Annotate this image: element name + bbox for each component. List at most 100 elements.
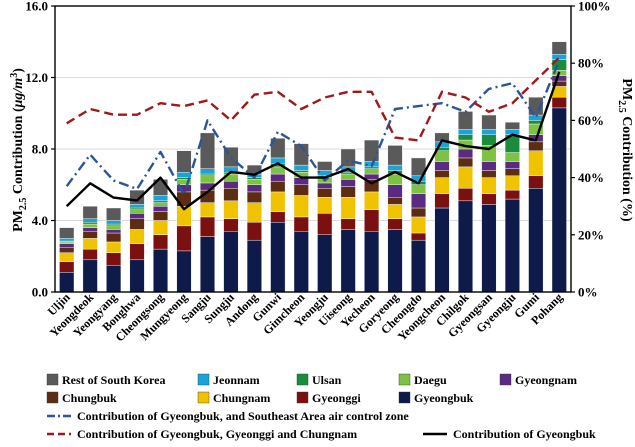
bar-segment-gyeongbuk-yeongju xyxy=(317,234,333,293)
bar-segment-chungbuk-cheongsong xyxy=(153,211,169,221)
y2-tick-label: 100% xyxy=(578,0,611,14)
bar-segment-chungnam-yeongdeok xyxy=(82,238,98,250)
bar-segment-gyeongbuk-gimcheon xyxy=(293,231,309,293)
bar-segment-daegu-cheongdo xyxy=(411,184,427,194)
bar-segment-gyeonggi-sungju xyxy=(223,218,239,232)
bar-segment-chungnam-yeongju xyxy=(317,197,333,214)
legend-swatch-chungbuk xyxy=(46,391,59,404)
bar-segment-chungnam-goryeong xyxy=(387,204,403,219)
bar-segment-ulsan-gyeongsan xyxy=(481,134,497,146)
bar-segment-chungbuk-sungju xyxy=(223,188,239,202)
bar-segment-gyeongnam-gyeongsan xyxy=(481,161,497,171)
bar-segment-daegu-cheongsong xyxy=(153,202,169,207)
legend-label-contribution-of-gyeongbuk-and-southeast-area-air-control-zone: Contribution of Gyeongbuk, and Southeast… xyxy=(77,409,409,423)
bar-segment-ulsan-cheongsong xyxy=(153,200,169,203)
bar-segment-rest-of-south-korea-pohang xyxy=(551,41,567,55)
bar-segment-chungbuk-goryeong xyxy=(387,197,403,205)
bar-segment-chungbuk-gumi xyxy=(528,141,544,151)
bar-segment-gyeongnam-gunwi xyxy=(270,173,286,182)
y-tick-label: 16.0 xyxy=(25,0,48,14)
bar-segment-gyeonggi-gunwi xyxy=(270,211,286,223)
bar-segment-ulsan-yeongdeok xyxy=(82,222,98,225)
bar-segment-ulsan-bonghwa xyxy=(129,207,145,210)
bar-segment-gyeongnam-cheongdo xyxy=(411,193,427,209)
bar-segment-gyeongbuk-sungju xyxy=(223,231,239,293)
line-contribution-of-gyeongbuk xyxy=(65,71,561,211)
bar-segment-ulsan-yeongyang xyxy=(106,223,122,227)
bar-segment-chungnam-gumi xyxy=(528,150,544,177)
bar-segment-gyeongbuk-uljin xyxy=(59,272,75,293)
bar-segment-jeonnam-sangju xyxy=(199,168,215,175)
bar-segment-gyeonggi-yeongyang xyxy=(106,252,122,266)
bar-segment-daegu-uljin xyxy=(59,241,75,244)
bar-segment-jeonnam-gyeongsan xyxy=(481,129,497,135)
legend-swatch-rest-of-south-korea xyxy=(46,373,59,386)
bar-segment-gyeongnam-sungju xyxy=(223,180,239,189)
bar-segment-rest-of-south-korea-yeongdeok xyxy=(82,205,98,219)
bar-segment-gyeongbuk-gyeongsan xyxy=(481,204,497,293)
bar-segment-chungbuk-yeongdeok xyxy=(82,231,98,239)
bar-segment-gyeongnam-pohang xyxy=(551,75,567,82)
legend-label-gyeongnam: Gyeongnam xyxy=(515,373,577,387)
bar-segment-gyeonggi-yeongcheon xyxy=(434,193,450,209)
legend-label-gyeonggi: Gyeonggi xyxy=(312,391,361,405)
bar-segment-chungbuk-yeongcheon xyxy=(434,170,450,178)
bar-segment-rest-of-south-korea-cheongdo xyxy=(411,157,427,177)
line-contribution-of-gyeongbuk-gyeonggi-and-chungnam xyxy=(66,56,561,142)
bar-segment-rest-of-south-korea-gyeongsan xyxy=(481,114,497,130)
bar-segment-rest-of-south-korea-mungyeong xyxy=(176,150,192,173)
bar-segment-gyeongnam-yeongcheon xyxy=(434,161,450,171)
bar-segment-jeonnam-uljin xyxy=(59,238,75,242)
bar-segment-chungbuk-bonghwa xyxy=(129,218,145,230)
bar-segment-gyeonggi-chilgok xyxy=(457,188,473,202)
bar-segment-gyeongnam-yecheon xyxy=(364,173,380,180)
bar-segment-daegu-uiseong xyxy=(340,173,356,180)
legend-label-chungnam: Chungnam xyxy=(213,391,270,405)
bar-segment-chungnam-cheongsong xyxy=(153,220,169,236)
bar-segment-rest-of-south-korea-gunwi xyxy=(270,138,286,159)
y-tick-label: 4.0 xyxy=(32,213,48,228)
y-tick-label: 0.0 xyxy=(32,285,48,300)
bar-segment-gyeongbuk-yeongcheon xyxy=(434,207,450,293)
bar-segment-chungnam-uljin xyxy=(59,252,75,262)
bar-segment-gyeongbuk-bonghwa xyxy=(129,259,145,293)
legend-swatch-gyeongbuk xyxy=(398,391,411,404)
bar-segment-gyeonggi-gimcheon xyxy=(293,216,309,232)
y2-axis-title: PM2.5 Contribution (%) xyxy=(616,78,634,222)
bar-segment-jeonnam-yeongdeok xyxy=(82,218,98,223)
legend-label-chungbuk: Chungbuk xyxy=(62,391,117,405)
bar-segment-daegu-gyeongju xyxy=(504,152,520,162)
legend-label-contribution-of-gyeongbuk: Contribution of Gyeongbuk xyxy=(453,427,596,441)
y2-tick-label: 60% xyxy=(578,113,604,128)
bar-segment-gyeonggi-gumi xyxy=(528,175,544,189)
bar-segment-jeonnam-mungyeong xyxy=(176,172,192,178)
bar-segment-ulsan-chilgok xyxy=(457,134,473,141)
bar-segment-rest-of-south-korea-chilgok xyxy=(457,111,473,130)
lines-layer xyxy=(65,56,561,211)
bar-segment-rest-of-south-korea-goryeong xyxy=(387,145,403,166)
legend-label-rest-of-south-korea: Rest of South Korea xyxy=(62,373,165,387)
legend-label-jeonnam: Jeonnam xyxy=(213,373,260,387)
bar-segment-gyeonggi-yecheon xyxy=(364,209,380,232)
bar-segment-chungbuk-gunwi xyxy=(270,180,286,193)
bar-segment-gyeonggi-gyeongju xyxy=(504,189,520,200)
bar-segment-gyeonggi-yeongju xyxy=(317,213,333,236)
bar-segment-gyeonggi-mungyeong xyxy=(176,225,192,252)
bar-segment-jeonnam-gimcheon xyxy=(293,164,309,171)
bar-segment-jeonnam-goryeong xyxy=(387,164,403,171)
bar-segment-jeonnam-cheongsong xyxy=(153,195,169,202)
bar-segment-chungnam-bonghwa xyxy=(129,229,145,244)
bar-segment-daegu-yeongyang xyxy=(106,225,122,230)
bar-segment-chungnam-yeongyang xyxy=(106,241,122,253)
bar-segment-gyeongbuk-sangju xyxy=(199,236,215,293)
bar-segment-jeonnam-pohang xyxy=(551,54,567,60)
bar-segment-rest-of-south-korea-yecheon xyxy=(364,139,380,162)
bar-segment-gyeonggi-yeongdeok xyxy=(82,248,98,261)
bar-segment-ulsan-gimcheon xyxy=(293,170,309,173)
bar-segment-jeonnam-yeongyang xyxy=(106,220,122,225)
bar-segment-gyeongbuk-pohang xyxy=(551,107,567,293)
bar-segment-gyeonggi-andong xyxy=(246,222,262,241)
bar-segment-chungbuk-gimcheon xyxy=(293,184,309,196)
bar-segment-chungbuk-chilgok xyxy=(457,157,473,168)
